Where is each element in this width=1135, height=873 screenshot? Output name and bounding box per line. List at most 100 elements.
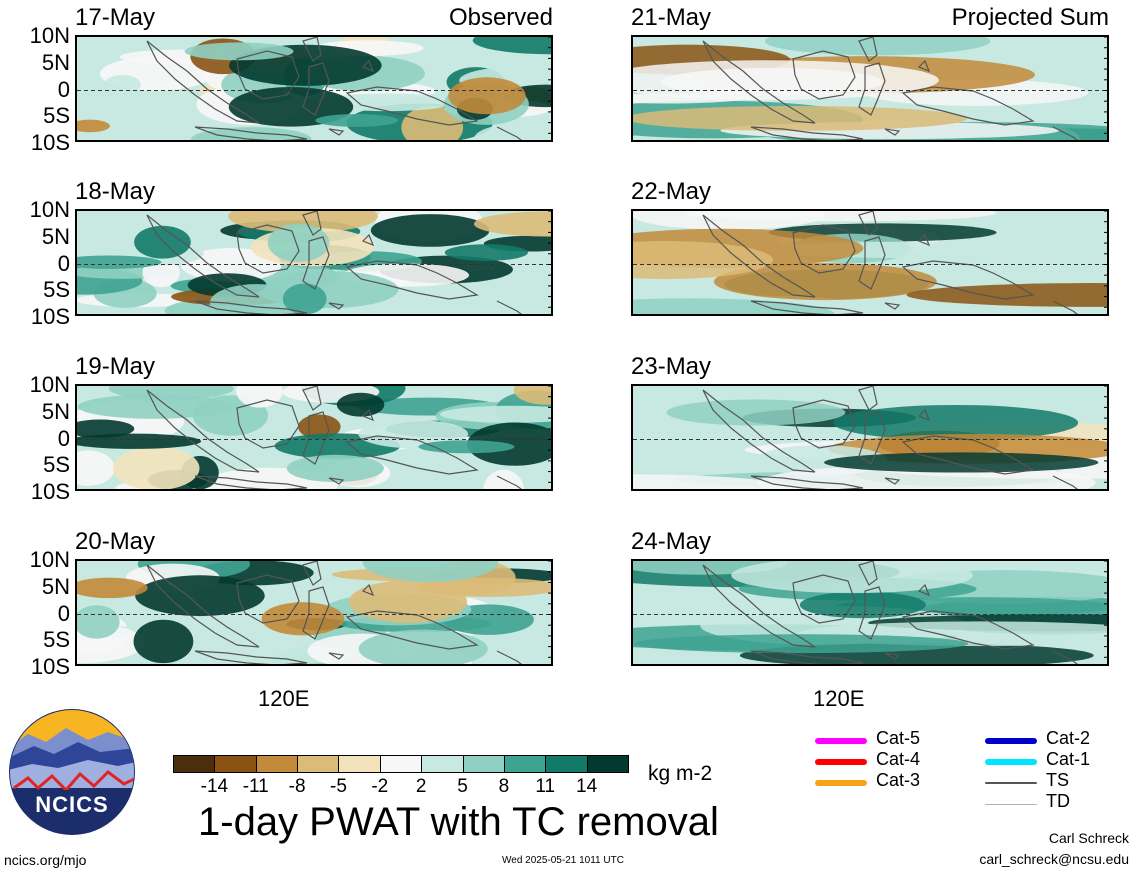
panel-date-label: 17-May [75, 4, 156, 31]
logo-text: NCICS [35, 792, 108, 817]
pwat-anomaly-blob [77, 577, 148, 599]
coastline [858, 411, 886, 465]
pwat-anomaly-blob [104, 74, 141, 95]
pwat-anomaly-blob [370, 214, 490, 247]
coastline [194, 650, 308, 664]
pwat-map-svg [77, 37, 551, 140]
pwat-anomaly-blob [112, 446, 200, 489]
colorbar-swatch [462, 755, 505, 773]
pwat-anomaly-blob [184, 42, 294, 61]
pwat-anomaly-blob [362, 561, 499, 583]
coastline [858, 561, 878, 586]
pwat-anomaly-blob [799, 591, 926, 619]
lat-tick-label: 5S [43, 103, 70, 129]
pwat-anomaly-blob [282, 283, 327, 314]
tc-legend-swatch [815, 759, 867, 765]
coastline [302, 561, 322, 586]
coastline [750, 475, 864, 489]
pwat-map-panel [631, 35, 1109, 142]
coastline [917, 408, 931, 422]
pwat-map-svg [77, 561, 551, 664]
pwat-anomaly-blob [824, 452, 1099, 473]
panel-date-label: 19-May [75, 353, 156, 380]
coastline [702, 40, 816, 124]
colorbar-swatch [379, 755, 423, 773]
pwat-map-panel [75, 35, 553, 142]
coastline [884, 652, 901, 660]
pwat-anomaly-blob [713, 263, 937, 301]
colorbar-tick-label: -5 [330, 776, 347, 797]
pwat-anomaly-blob [228, 211, 378, 233]
coastline [901, 435, 1035, 475]
lat-tick-label: 5N [41, 573, 70, 599]
panel-date-label: 23-May [631, 353, 712, 380]
panel-type-label: Projected Sum [951, 4, 1109, 31]
pwat-anomaly-blob [267, 223, 330, 262]
coastline [858, 211, 878, 236]
coastline [345, 610, 479, 650]
pwat-anomaly-blob [190, 127, 312, 140]
pwat-anomaly-blob [935, 256, 1107, 286]
pwat-anomaly-blob [358, 419, 469, 449]
colorbar-swatch [338, 755, 381, 773]
tc-legend-label: Cat-2 [1046, 728, 1091, 748]
colorbar-swatch [297, 755, 340, 773]
pwat-anomaly-blob [209, 284, 305, 314]
lat-tick-label: 5S [43, 277, 70, 303]
pwat-anomaly-blob [133, 619, 194, 664]
ncics-logo: NCICS [8, 708, 136, 836]
colorbar-tick-label: -14 [200, 776, 229, 797]
pwat-anomaly-blob [473, 124, 547, 140]
coastline [917, 59, 931, 73]
coastline [302, 386, 322, 411]
coastline [858, 386, 878, 411]
pwat-map-svg [633, 37, 1107, 140]
pwat-anomaly-blob [286, 454, 384, 483]
coastline [302, 586, 330, 640]
pwat-anomaly-blob [135, 575, 265, 617]
colorbar-swatch [214, 755, 257, 773]
pwat-anomaly-blob [731, 561, 973, 594]
coastline [328, 652, 345, 660]
lat-tick-label: 10N [29, 23, 70, 48]
lat-tick-label: 10S [30, 654, 70, 679]
lat-tick-label: 0 [57, 250, 70, 276]
lon-label-left: 120E [258, 686, 310, 711]
coastline [236, 50, 300, 100]
coastline [917, 583, 931, 597]
coastline [702, 564, 816, 648]
tc-legend-swatch [815, 738, 867, 744]
colorbar-swatch [421, 755, 464, 773]
coastline [146, 40, 260, 124]
pwat-map-panel [631, 559, 1109, 666]
coastline [901, 86, 1035, 126]
tc-legend-swatch [985, 782, 1037, 784]
pwat-anomaly-blob [236, 386, 283, 408]
footer-timestamp: Wed 2025-05-21 1011 UTC [502, 855, 624, 866]
pwat-anomaly-blob [77, 605, 120, 639]
pwat-anomaly-blob [418, 440, 515, 454]
footer-author: Carl Schreck [1048, 830, 1129, 846]
pwat-anomaly-blob [634, 634, 969, 654]
colorbar-units: kg m-2 [648, 762, 713, 785]
tc-legend-label: TD [1046, 791, 1070, 811]
pwat-map-panel [631, 384, 1109, 491]
tc-legend-label: Cat-1 [1046, 749, 1091, 769]
coastline [345, 435, 479, 475]
colorbar-tick-label: 2 [415, 776, 427, 797]
pwat-anomaly-blob [513, 386, 551, 405]
colorbar-tick-label: 5 [457, 776, 468, 797]
lat-tick-label: 10S [30, 130, 70, 155]
pwat-anomaly-blob [358, 629, 488, 664]
tc-legend-label: Cat-5 [876, 728, 921, 748]
coastline [345, 260, 479, 300]
lat-tick-label: 5N [41, 49, 70, 75]
coastline [302, 236, 330, 290]
lat-tick-label: 10S [30, 479, 70, 504]
lat-tick-label: 5S [43, 627, 70, 653]
lat-tick-label: 5N [41, 223, 70, 249]
colorbar: -14 -11 -8 -5 -2 2 5 8 11 14 [173, 755, 629, 805]
panel-date-label: 22-May [631, 178, 712, 205]
colorbar-tick-label: -8 [288, 776, 306, 797]
coastline [1052, 126, 1078, 140]
